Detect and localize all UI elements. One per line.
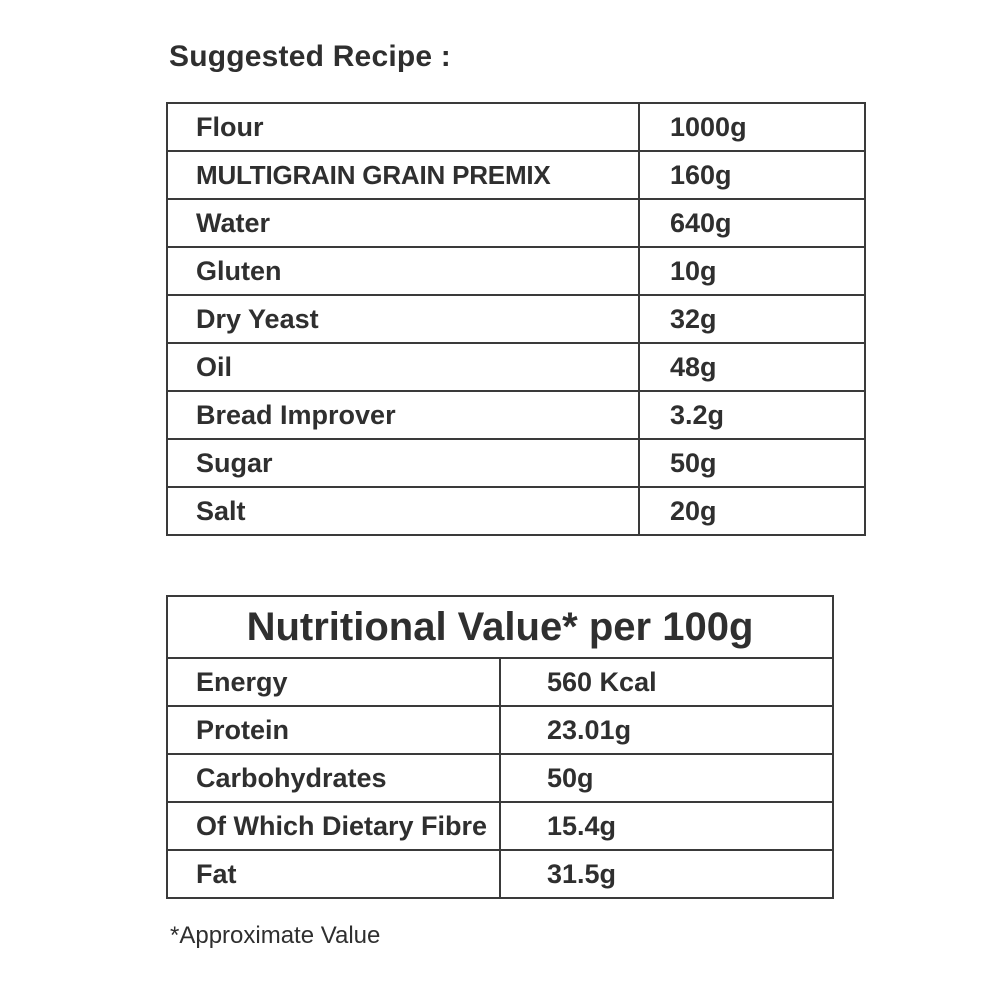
nutrient-value: 23.01g [499,705,834,755]
ingredient-name: Dry Yeast [166,294,640,344]
nutrient-name: Of Which Dietary Fibre [166,801,501,851]
nutrient-name: Carbohydrates [166,753,501,803]
ingredient-amount: 3.2g [638,390,866,440]
ingredient-amount: 20g [638,486,866,536]
ingredient-amount: 50g [638,438,866,488]
ingredient-amount: 160g [638,150,866,200]
nutrient-value: 50g [499,753,834,803]
table-row: MULTIGRAIN GRAIN PREMIX 160g [166,150,866,200]
approximate-value-footnote: *Approximate Value [170,922,381,949]
nutrient-value: 560 Kcal [499,657,834,707]
ingredient-name: Gluten [166,246,640,296]
ingredient-name: Sugar [166,438,640,488]
ingredient-name: Water [166,198,640,248]
table-row: Salt 20g [166,486,866,536]
ingredient-name: Flour [166,102,640,152]
table-row: Of Which Dietary Fibre 15.4g [166,801,834,851]
ingredient-name: Oil [166,342,640,392]
table-row: Flour 1000g [166,102,866,152]
ingredient-name: Bread Improver [166,390,640,440]
table-row: Oil 48g [166,342,866,392]
nutrient-name: Energy [166,657,501,707]
nutrition-title-row: Nutritional Value* per 100g [166,595,834,659]
ingredient-name: Salt [166,486,640,536]
table-row: Fat 31.5g [166,849,834,899]
recipe-heading: Suggested Recipe : [169,40,451,73]
table-row: Water 640g [166,198,866,248]
ingredient-amount: 1000g [638,102,866,152]
ingredient-name: MULTIGRAIN GRAIN PREMIX [166,150,640,200]
nutrient-value: 15.4g [499,801,834,851]
table-row: Protein 23.01g [166,705,834,755]
nutrient-name: Fat [166,849,501,899]
table-row: Gluten 10g [166,246,866,296]
ingredient-amount: 640g [638,198,866,248]
nutrient-value: 31.5g [499,849,834,899]
table-row: Carbohydrates 50g [166,753,834,803]
nutrient-name: Protein [166,705,501,755]
ingredient-amount: 32g [638,294,866,344]
nutrition-title: Nutritional Value* per 100g [166,595,834,659]
table-row: Bread Improver 3.2g [166,390,866,440]
ingredient-amount: 10g [638,246,866,296]
table-row: Sugar 50g [166,438,866,488]
table-row: Energy 560 Kcal [166,657,834,707]
ingredient-amount: 48g [638,342,866,392]
nutrition-table: Nutritional Value* per 100g Energy 560 K… [166,595,834,899]
recipe-table: Flour 1000g MULTIGRAIN GRAIN PREMIX 160g… [166,102,866,536]
table-row: Dry Yeast 32g [166,294,866,344]
